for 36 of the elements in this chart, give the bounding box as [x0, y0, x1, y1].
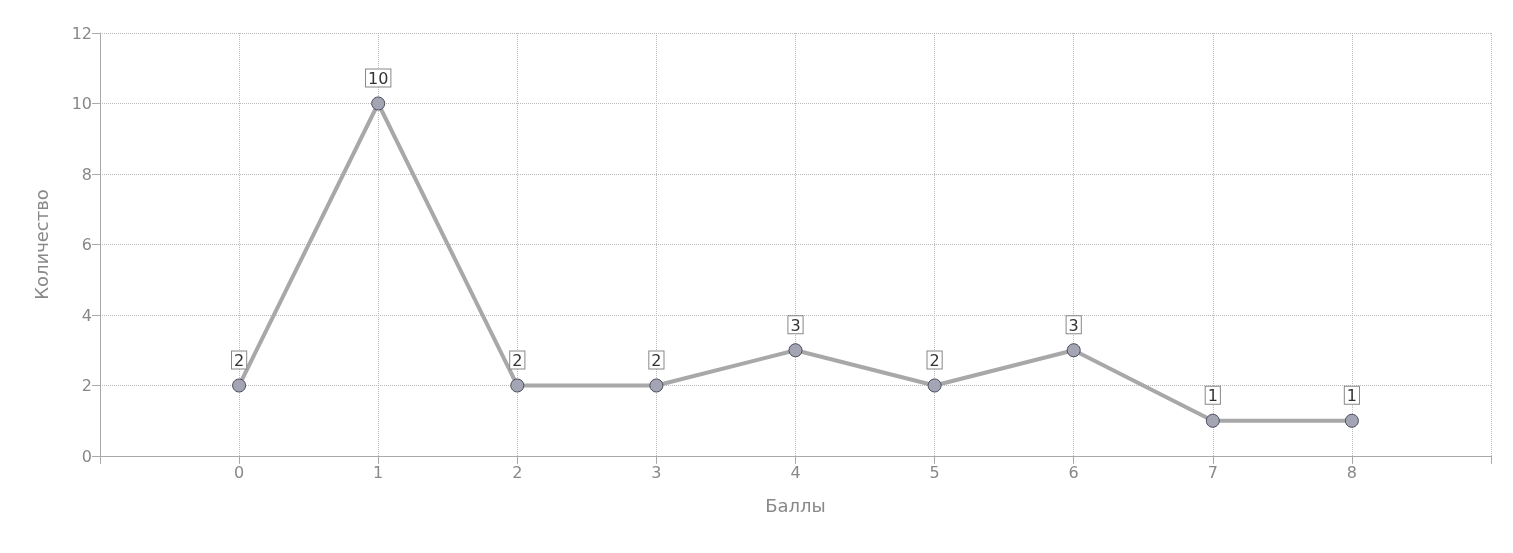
y-tick-label: 4	[81, 305, 92, 325]
point	[788, 343, 803, 358]
x-tick-label: 1	[373, 462, 384, 482]
y-tick-label: 2	[81, 376, 92, 395]
point	[927, 378, 942, 393]
point	[510, 378, 525, 393]
data-label: 2	[651, 351, 662, 370]
point	[371, 96, 386, 111]
x-tick-label: 0	[234, 462, 245, 482]
point	[232, 378, 247, 393]
y-tick-label: 12	[71, 23, 92, 43]
x-tick-label: 8	[1346, 462, 1357, 482]
x-tick-label: 2	[512, 462, 523, 482]
data-label: 3	[1068, 315, 1079, 335]
data-label: 10	[368, 69, 389, 88]
point	[649, 378, 664, 393]
x-tick-label: 5	[929, 462, 940, 482]
x-tick-label: 4	[790, 462, 801, 482]
y-tick-label: 8	[81, 164, 92, 184]
x-tick-label: 7	[1207, 462, 1218, 482]
x-axis-title: Баллы	[765, 494, 826, 516]
x-tick-label: 6	[1068, 462, 1079, 482]
y-tick-label: 6	[81, 235, 92, 254]
data-label: 2	[512, 351, 523, 370]
point	[1344, 413, 1359, 428]
data-label: 3	[790, 315, 801, 335]
y-axis-title: Количество	[30, 189, 52, 300]
point	[1205, 413, 1220, 428]
data-label: 1	[1207, 386, 1218, 406]
data-label: 2	[929, 351, 940, 370]
x-tick-label: 3	[651, 462, 662, 482]
data-label: 2	[234, 351, 245, 370]
data-label: 1	[1346, 386, 1357, 406]
point	[1066, 343, 1081, 358]
y-tick-label: 0	[81, 446, 92, 466]
y-tick-label: 10	[71, 94, 92, 113]
